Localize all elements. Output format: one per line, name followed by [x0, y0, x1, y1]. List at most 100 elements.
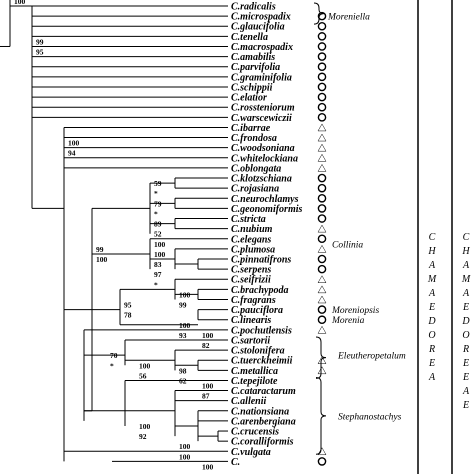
support-value: 99: [96, 245, 104, 254]
chamaedoreeae-letter: E: [462, 358, 469, 369]
support-value: 89: [154, 220, 162, 229]
group-label: Moreniopsis: [331, 306, 379, 316]
support-value: 100: [68, 139, 80, 148]
support-value: *: [154, 280, 158, 289]
circle-marker-icon: [317, 92, 327, 102]
support-value: 99: [179, 301, 187, 310]
support-value: 59: [154, 179, 162, 188]
taxon-label: C.oblongata: [231, 163, 281, 174]
taxon-label: C.seifrizii: [231, 275, 271, 286]
group-label: Morenia: [331, 316, 365, 326]
chamaedorea-letter: E: [428, 358, 435, 369]
taxon-label: C.stolonifera: [231, 346, 285, 357]
support-value: 87: [202, 392, 210, 401]
taxon-label: C.brachypoda: [231, 285, 289, 296]
circle-marker-icon: [317, 82, 327, 92]
taxon-label: C.klotzschiana: [231, 174, 292, 185]
taxon-label: C.tuerckheimii: [231, 356, 293, 367]
taxon-label: C.frondosa: [231, 133, 277, 144]
circle-marker-icon: [317, 264, 327, 274]
tree-branches: [0, 0, 228, 462]
circle-marker-icon: [317, 305, 327, 314]
taxon-markers: [317, 11, 327, 466]
taxon-label: C.elegans: [231, 234, 271, 245]
taxon-label: C.tenella: [231, 32, 268, 43]
circle-marker-icon: [317, 32, 327, 41]
circle-marker-icon: [317, 42, 327, 51]
support-value: 100: [96, 255, 108, 264]
chamaedoreeae-letter: A: [462, 386, 470, 397]
support-value: 82: [202, 341, 210, 350]
support-value: 100: [202, 382, 214, 391]
support-value: 95: [36, 48, 44, 57]
group-label: Collinia: [332, 240, 363, 250]
chamaedoreeae-letter: A: [462, 288, 470, 299]
circle-marker-icon: [317, 315, 327, 325]
taxon-label: C.crucensis: [231, 427, 279, 438]
chamaedorea-letter: E: [428, 302, 435, 313]
chamaedoreeae-letter: R: [462, 344, 469, 355]
chamaedorea-letter: M: [427, 274, 437, 285]
support-value: 62: [179, 376, 187, 385]
support-value: 95: [124, 301, 132, 310]
triangle-marker-icon: [317, 295, 327, 304]
support-values: 10099951009459*79*89521001008397*9910010…: [14, 0, 214, 474]
support-value: 100: [139, 361, 151, 370]
taxon-label: C.allenii: [231, 396, 267, 407]
triangle-marker-icon: [317, 224, 327, 233]
group-label: Moreniella: [327, 13, 370, 23]
support-value: 94: [68, 149, 76, 158]
group-label: Stephanostachys: [338, 412, 402, 422]
taxon-label: C.cataractarum: [231, 386, 296, 397]
support-value: *: [154, 209, 158, 218]
chamaedoreeae-letter: O: [462, 330, 469, 341]
triangle-marker-icon: [317, 143, 327, 152]
triangle-marker-icon: [317, 153, 327, 162]
taxon-label: C.woodsoniana: [231, 143, 295, 154]
support-value: 100: [179, 452, 191, 461]
support-value: *: [110, 361, 114, 370]
chamaedoreeae-letter: H: [461, 246, 470, 257]
chamaedorea-letter: A: [428, 372, 436, 383]
support-value: *: [154, 189, 158, 198]
triangle-marker-icon: [317, 285, 327, 294]
taxon-label: C.arenbergiana: [231, 416, 296, 427]
taxon-label: C.ibarrae: [231, 123, 271, 134]
support-value: 100: [179, 321, 191, 330]
support-value: 100: [179, 290, 191, 299]
circle-marker-icon: [317, 62, 327, 72]
taxon-label: C.parvifolia: [231, 62, 280, 73]
taxon-label: C.coralliformis: [231, 437, 294, 448]
chamaedorea-letter: O: [428, 330, 435, 341]
chamaedorea-letter: A: [428, 260, 436, 271]
chamaedoreeae-letter: E: [462, 372, 469, 383]
triangle-marker-icon: [317, 275, 327, 283]
circle-marker-icon: [317, 254, 327, 264]
support-value: 92: [139, 432, 147, 441]
triangle-marker-icon: [317, 163, 327, 172]
support-value: 99: [36, 37, 44, 46]
taxon-label: C.pauciflora: [231, 305, 283, 316]
taxon-label: C.vulgata: [231, 447, 271, 458]
triangle-marker-icon: [317, 366, 327, 375]
chamaedoreeae-letter: A: [462, 260, 470, 271]
taxon-label: C.macrospadix: [231, 42, 293, 53]
circle-marker-icon: [317, 234, 327, 244]
taxon-label: C.radicalis: [231, 2, 276, 13]
support-value: 100: [154, 240, 166, 249]
eleutheropetalum-brace: [315, 336, 327, 379]
support-value: 100: [202, 473, 214, 474]
triangle-marker-icon: [317, 244, 327, 253]
support-value: 100: [14, 0, 26, 6]
taxon-label: C.neurochlamys: [231, 194, 299, 205]
circle-marker-icon: [317, 457, 327, 466]
support-value: 100: [202, 462, 214, 471]
stephanostachys-brace: [315, 376, 327, 455]
support-value: 83: [154, 260, 162, 269]
taxon-label: C.linearis: [231, 315, 271, 326]
taxon-label: C.microspadix: [231, 12, 291, 23]
taxon-label: C.schippii: [231, 82, 273, 93]
circle-marker-icon: [317, 183, 327, 193]
support-value: 100: [179, 442, 191, 451]
